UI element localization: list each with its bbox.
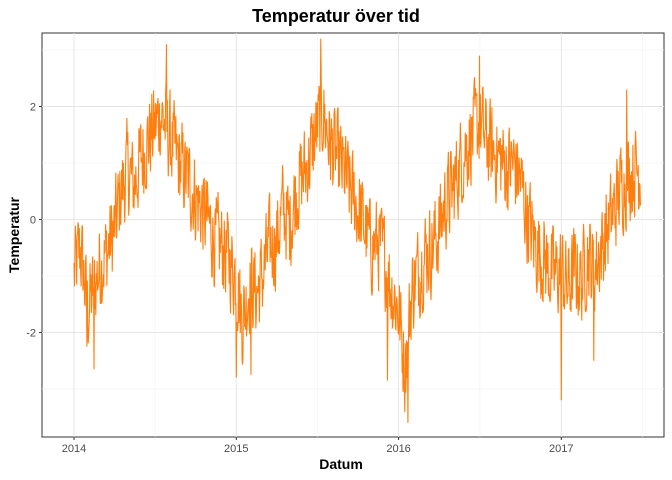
x-tick-label: 2016 (386, 443, 410, 455)
axis-ticks: 2014 2015 2016 2017 -2 0 2 (26, 101, 573, 455)
temperature-series-line (73, 38, 641, 423)
x-tick-label: 2014 (62, 443, 86, 455)
x-axis-title: Datum (319, 456, 363, 472)
y-tick-label: 0 (30, 214, 36, 226)
y-axis-title: Temperatur (6, 196, 22, 273)
y-tick-label: 2 (30, 101, 36, 113)
plot-panel (41, 32, 665, 438)
x-tick-label: 2017 (549, 443, 573, 455)
y-tick-label: -2 (26, 327, 36, 339)
chart-title: Temperatur över tid (252, 6, 420, 26)
x-tick-label: 2015 (224, 443, 248, 455)
